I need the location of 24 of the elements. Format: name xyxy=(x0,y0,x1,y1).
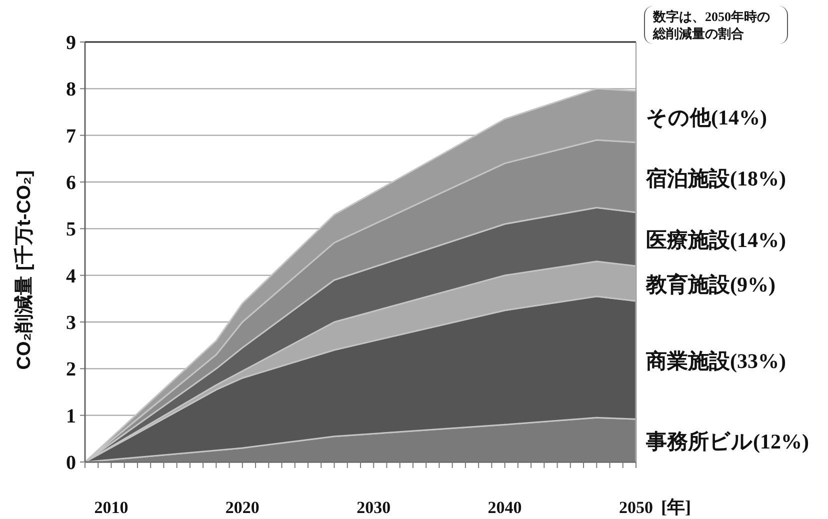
y-tick-label: 5 xyxy=(66,218,76,241)
series-label: 医療施設(14%) xyxy=(646,228,786,252)
series-label: その他(14%) xyxy=(646,106,767,130)
series-label: 商業施設(33%) xyxy=(645,349,786,374)
y-tick-label: 8 xyxy=(66,78,76,101)
y-tick-label: 0 xyxy=(66,452,76,474)
y-tick-label: 7 xyxy=(66,125,76,148)
text: 数字は、2050年時の総削減量の割合 xyxy=(644,6,788,44)
y-tick-label: 4 xyxy=(66,265,76,288)
y-tick-label: 2 xyxy=(66,358,76,381)
x-tick-label: 2050 xyxy=(619,498,653,517)
y-tick-label: 9 xyxy=(66,32,76,54)
x-tick-label: 2040 xyxy=(488,498,522,517)
series-label: 宿泊施設(18%) xyxy=(645,166,786,190)
y-axis-title: CO₂削減量 [千万t-CO₂] xyxy=(13,170,35,370)
y-tick-label: 3 xyxy=(66,312,76,334)
x-axis-title: [年] xyxy=(661,497,691,517)
y-tick-label: 1 xyxy=(66,405,76,428)
y-tick-label: 6 xyxy=(66,172,76,194)
x-tick-label: 2020 xyxy=(225,498,260,517)
series-label: 教育施設(9%) xyxy=(645,272,776,296)
series-label: 事務所ビル(12%) xyxy=(645,430,809,454)
x-tick-label: 2030 xyxy=(356,498,391,517)
x-tick-label: 2010 xyxy=(94,498,128,517)
